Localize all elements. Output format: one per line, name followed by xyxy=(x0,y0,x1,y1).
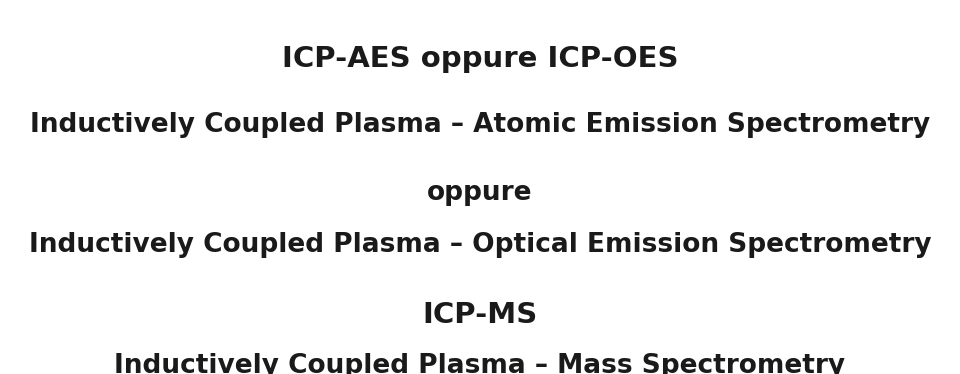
Text: Inductively Coupled Plasma – Mass Spectrometry: Inductively Coupled Plasma – Mass Spectr… xyxy=(114,353,846,374)
Text: ICP-MS: ICP-MS xyxy=(422,301,538,329)
Text: Inductively Coupled Plasma – Optical Emission Spectrometry: Inductively Coupled Plasma – Optical Emi… xyxy=(29,232,931,258)
Text: oppure: oppure xyxy=(427,180,533,206)
Text: Inductively Coupled Plasma – Atomic Emission Spectrometry: Inductively Coupled Plasma – Atomic Emis… xyxy=(30,112,930,138)
Text: ICP-AES oppure ICP-OES: ICP-AES oppure ICP-OES xyxy=(281,45,679,73)
